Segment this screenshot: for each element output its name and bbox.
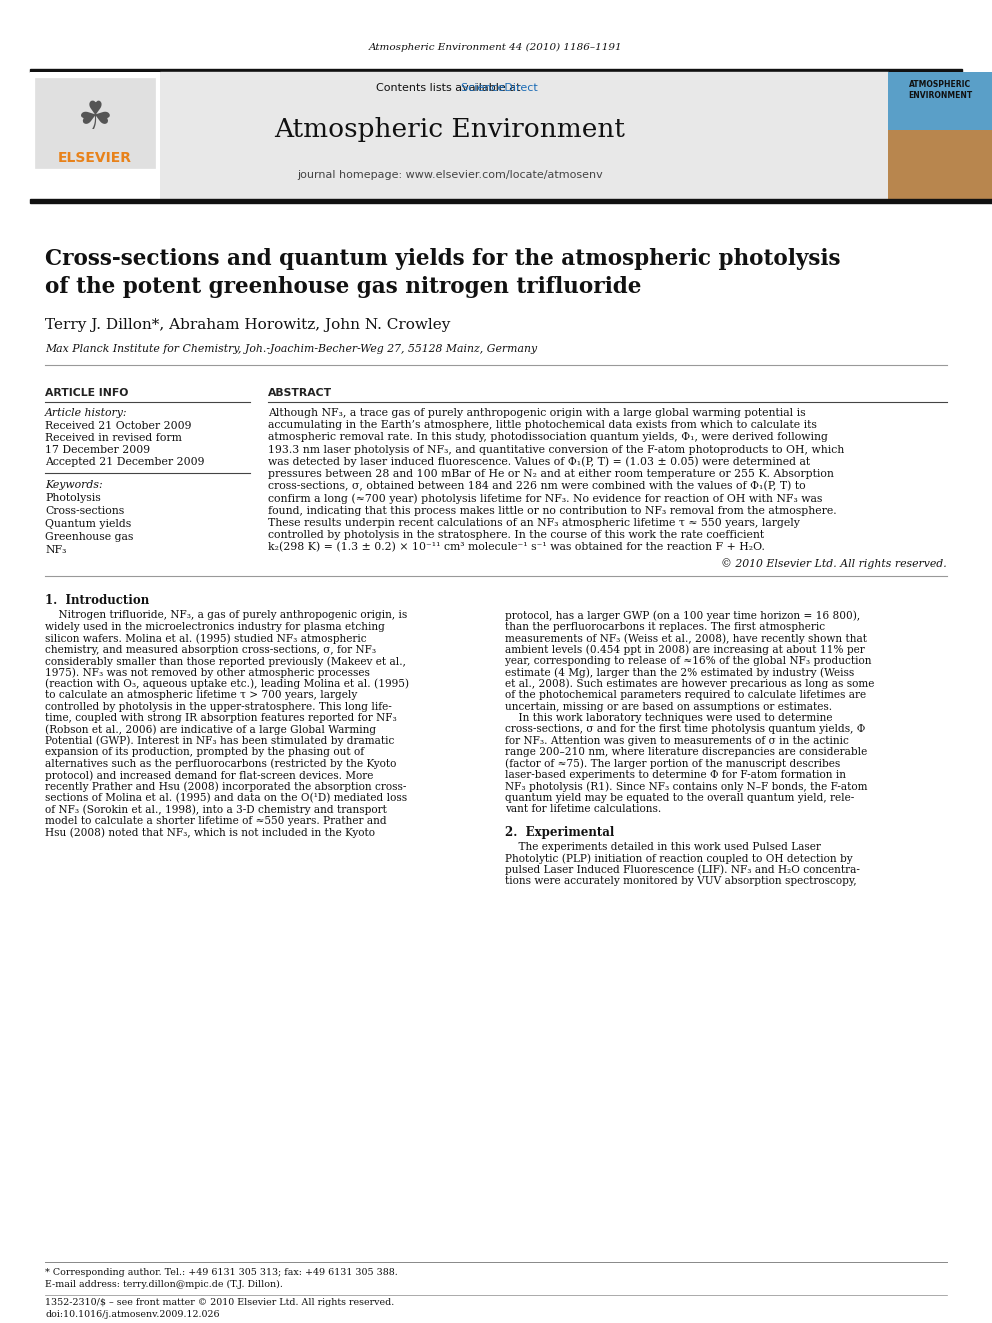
Text: controlled by photolysis in the stratosphere. In the course of this work the rat: controlled by photolysis in the stratosp… <box>268 531 764 540</box>
Text: year, corresponding to release of ≈16% of the global NF₃ production: year, corresponding to release of ≈16% o… <box>505 656 872 665</box>
Text: chemistry, and measured absorption cross-sections, σ, for NF₃: chemistry, and measured absorption cross… <box>45 644 376 655</box>
Text: widely used in the microelectronics industry for plasma etching: widely used in the microelectronics indu… <box>45 622 385 632</box>
Text: The experiments detailed in this work used Pulsed Laser: The experiments detailed in this work us… <box>505 841 820 852</box>
Text: NF₃ photolysis (R1). Since NF₃ contains only N–F bonds, the F-atom: NF₃ photolysis (R1). Since NF₃ contains … <box>505 782 867 792</box>
Text: was detected by laser induced fluorescence. Values of Φ₁(P, T) = (1.03 ± 0.05) w: was detected by laser induced fluorescen… <box>268 456 810 467</box>
Text: than the perfluorocarbons it replaces. The first atmospheric: than the perfluorocarbons it replaces. T… <box>505 622 825 632</box>
Text: found, indicating that this process makes little or no contribution to NF₃ remov: found, indicating that this process make… <box>268 505 836 516</box>
Text: silicon wafers. Molina et al. (1995) studied NF₃ atmospheric: silicon wafers. Molina et al. (1995) stu… <box>45 634 367 644</box>
Text: ATMOSPHERIC
ENVIRONMENT: ATMOSPHERIC ENVIRONMENT <box>908 79 972 101</box>
Text: uncertain, missing or are based on assumptions or estimates.: uncertain, missing or are based on assum… <box>505 701 832 712</box>
Text: Keywords:: Keywords: <box>45 480 102 490</box>
Text: of the photochemical parameters required to calculate lifetimes are: of the photochemical parameters required… <box>505 691 866 700</box>
Text: to calculate an atmospheric lifetime τ > 700 years, largely: to calculate an atmospheric lifetime τ >… <box>45 691 357 700</box>
Text: for NF₃. Attention was given to measurements of σ in the actinic: for NF₃. Attention was given to measurem… <box>505 736 849 746</box>
Bar <box>888 71 992 130</box>
Text: NF₃: NF₃ <box>45 545 66 556</box>
Text: protocol, has a larger GWP (on a 100 year time horizon = 16 800),: protocol, has a larger GWP (on a 100 yea… <box>505 610 860 620</box>
Text: recently Prather and Hsu (2008) incorporated the absorption cross-: recently Prather and Hsu (2008) incorpor… <box>45 782 407 792</box>
Text: 1975). NF₃ was not removed by other atmospheric processes: 1975). NF₃ was not removed by other atmo… <box>45 667 370 677</box>
Text: 1.  Introduction: 1. Introduction <box>45 594 149 607</box>
Text: © 2010 Elsevier Ltd. All rights reserved.: © 2010 Elsevier Ltd. All rights reserved… <box>721 558 947 569</box>
Text: journal homepage: www.elsevier.com/locate/atmosenv: journal homepage: www.elsevier.com/locat… <box>298 169 603 180</box>
Text: These results underpin recent calculations of an NF₃ atmospheric lifetime τ ≈ 55: These results underpin recent calculatio… <box>268 517 800 528</box>
Text: (reaction with O₃, aqueous uptake etc.), leading Molina et al. (1995): (reaction with O₃, aqueous uptake etc.),… <box>45 679 409 689</box>
Text: Atmospheric Environment: Atmospheric Environment <box>275 118 625 143</box>
Text: atmospheric removal rate. In this study, photodissociation quantum yields, Φ₁, w: atmospheric removal rate. In this study,… <box>268 433 828 442</box>
Text: k₂(298 K) = (1.3 ± 0.2) × 10⁻¹¹ cm³ molecule⁻¹ s⁻¹ was obtained for the reaction: k₂(298 K) = (1.3 ± 0.2) × 10⁻¹¹ cm³ mole… <box>268 542 765 553</box>
Text: confirm a long (≈700 year) photolysis lifetime for NF₃. No evidence for reaction: confirm a long (≈700 year) photolysis li… <box>268 493 822 504</box>
Text: Although NF₃, a trace gas of purely anthropogenic origin with a large global war: Although NF₃, a trace gas of purely anth… <box>268 407 806 418</box>
Text: ARTICLE INFO: ARTICLE INFO <box>45 388 128 398</box>
Text: 2.  Experimental: 2. Experimental <box>505 826 614 839</box>
Text: Cross-sections: Cross-sections <box>45 505 124 516</box>
Text: controlled by photolysis in the upper-stratosphere. This long life-: controlled by photolysis in the upper-st… <box>45 701 392 712</box>
Text: cross-sections, σ and for the first time photolysis quantum yields, Φ: cross-sections, σ and for the first time… <box>505 725 865 734</box>
Text: Hsu (2008) noted that NF₃, which is not included in the Kyoto: Hsu (2008) noted that NF₃, which is not … <box>45 827 375 837</box>
Text: * Corresponding author. Tel.: +49 6131 305 313; fax: +49 6131 305 388.: * Corresponding author. Tel.: +49 6131 3… <box>45 1267 398 1277</box>
Text: laser-based experiments to determine Φ for F-atom formation in: laser-based experiments to determine Φ f… <box>505 770 846 781</box>
Text: Quantum yields: Quantum yields <box>45 519 131 529</box>
Text: E-mail address: terry.dillon@mpic.de (T.J. Dillon).: E-mail address: terry.dillon@mpic.de (T.… <box>45 1279 283 1289</box>
Text: In this work laboratory techniques were used to determine: In this work laboratory techniques were … <box>505 713 832 722</box>
Text: Potential (GWP). Interest in NF₃ has been stimulated by dramatic: Potential (GWP). Interest in NF₃ has bee… <box>45 736 395 746</box>
Text: Received in revised form: Received in revised form <box>45 433 182 443</box>
Text: pressures between 28 and 100 mBar of He or N₂ and at either room temperature or : pressures between 28 and 100 mBar of He … <box>268 468 834 479</box>
Text: Greenhouse gas: Greenhouse gas <box>45 532 133 542</box>
Bar <box>30 71 160 200</box>
Text: 1352-2310/$ – see front matter © 2010 Elsevier Ltd. All rights reserved.: 1352-2310/$ – see front matter © 2010 El… <box>45 1298 394 1307</box>
Text: quantum yield may be equated to the overall quantum yield, rele-: quantum yield may be equated to the over… <box>505 792 854 803</box>
Text: ABSTRACT: ABSTRACT <box>268 388 332 398</box>
Text: Received 21 October 2009: Received 21 October 2009 <box>45 421 191 431</box>
Text: considerably smaller than those reported previously (Makeev et al.,: considerably smaller than those reported… <box>45 656 406 667</box>
Text: measurements of NF₃ (Weiss et al., 2008), have recently shown that: measurements of NF₃ (Weiss et al., 2008)… <box>505 634 867 644</box>
Text: (factor of ≈75). The larger portion of the manuscript describes: (factor of ≈75). The larger portion of t… <box>505 758 840 769</box>
Text: Accepted 21 December 2009: Accepted 21 December 2009 <box>45 456 204 467</box>
Text: pulsed Laser Induced Fluorescence (LIF). NF₃ and H₂O concentra-: pulsed Laser Induced Fluorescence (LIF).… <box>505 864 860 875</box>
Text: 193.3 nm laser photolysis of NF₃, and quantitative conversion of the F-atom phot: 193.3 nm laser photolysis of NF₃, and qu… <box>268 445 844 455</box>
Text: tions were accurately monitored by VUV absorption spectroscopy,: tions were accurately monitored by VUV a… <box>505 876 857 886</box>
Text: Article history:: Article history: <box>45 407 128 418</box>
Text: doi:10.1016/j.atmosenv.2009.12.026: doi:10.1016/j.atmosenv.2009.12.026 <box>45 1310 219 1319</box>
Text: 17 December 2009: 17 December 2009 <box>45 445 150 455</box>
Text: Terry J. Dillon*, Abraham Horowitz, John N. Crowley: Terry J. Dillon*, Abraham Horowitz, John… <box>45 318 450 332</box>
Text: time, coupled with strong IR absorption features reported for NF₃: time, coupled with strong IR absorption … <box>45 713 397 722</box>
Text: sections of Molina et al. (1995) and data on the O(¹D) mediated loss: sections of Molina et al. (1995) and dat… <box>45 792 407 803</box>
Text: accumulating in the Earth’s atmosphere, little photochemical data exists from wh: accumulating in the Earth’s atmosphere, … <box>268 421 816 430</box>
Text: ☘: ☘ <box>77 99 112 138</box>
Text: ambient levels (0.454 ppt in 2008) are increasing at about 11% per: ambient levels (0.454 ppt in 2008) are i… <box>505 644 865 655</box>
Text: cross-sections, σ, obtained between 184 and 226 nm were combined with the values: cross-sections, σ, obtained between 184 … <box>268 482 806 492</box>
Bar <box>30 198 992 202</box>
Text: alternatives such as the perfluorocarbons (restricted by the Kyoto: alternatives such as the perfluorocarbon… <box>45 758 397 769</box>
Text: Cross-sections and quantum yields for the atmospheric photolysis
of the potent g: Cross-sections and quantum yields for th… <box>45 247 840 298</box>
Text: (Robson et al., 2006) are indicative of a large Global Warming: (Robson et al., 2006) are indicative of … <box>45 725 376 736</box>
Text: protocol) and increased demand for flat-screen devices. More: protocol) and increased demand for flat-… <box>45 770 373 781</box>
Text: vant for lifetime calculations.: vant for lifetime calculations. <box>505 804 662 814</box>
Text: Nitrogen trifluoride, NF₃, a gas of purely anthropogenic origin, is: Nitrogen trifluoride, NF₃, a gas of pure… <box>45 610 408 620</box>
Bar <box>30 69 962 71</box>
Text: Max Planck Institute for Chemistry, Joh.-Joachim-Becher-Weg 27, 55128 Mainz, Ger: Max Planck Institute for Chemistry, Joh.… <box>45 344 537 355</box>
Text: ScienceDirect: ScienceDirect <box>363 83 538 93</box>
Text: range 200–210 nm, where literature discrepancies are considerable: range 200–210 nm, where literature discr… <box>505 747 867 757</box>
Text: model to calculate a shorter lifetime of ≈550 years. Prather and: model to calculate a shorter lifetime of… <box>45 815 387 826</box>
Text: Contents lists available at: Contents lists available at <box>376 83 524 93</box>
Bar <box>160 71 888 200</box>
Text: Photolysis: Photolysis <box>45 493 101 503</box>
Text: et al., 2008). Such estimates are however precarious as long as some: et al., 2008). Such estimates are howeve… <box>505 679 874 689</box>
Text: Photolytic (PLP) initiation of reaction coupled to OH detection by: Photolytic (PLP) initiation of reaction … <box>505 853 853 864</box>
Bar <box>888 71 992 200</box>
Text: of NF₃ (Sorokin et al., 1998), into a 3-D chemistry and transport: of NF₃ (Sorokin et al., 1998), into a 3-… <box>45 804 387 815</box>
Bar <box>35 78 155 168</box>
Text: ELSEVIER: ELSEVIER <box>58 151 132 165</box>
Text: expansion of its production, prompted by the phasing out of: expansion of its production, prompted by… <box>45 747 364 757</box>
Text: estimate (4 Mg), larger than the 2% estimated by industry (Weiss: estimate (4 Mg), larger than the 2% esti… <box>505 667 854 677</box>
Text: Atmospheric Environment 44 (2010) 1186–1191: Atmospheric Environment 44 (2010) 1186–1… <box>369 42 623 52</box>
